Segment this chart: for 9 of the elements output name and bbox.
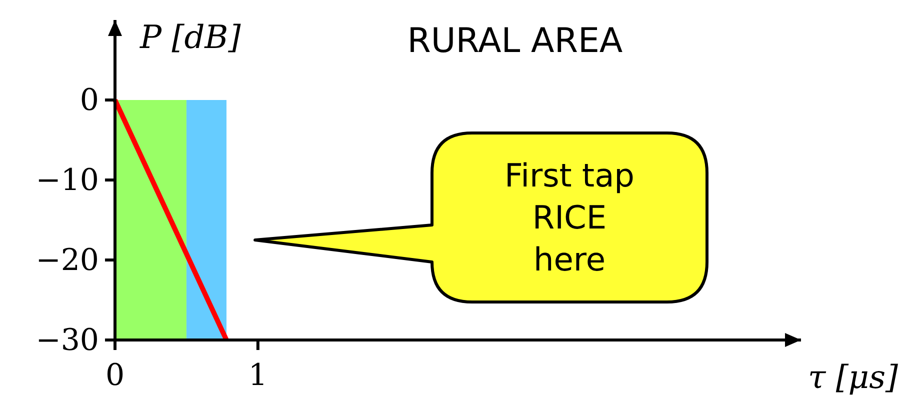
- y-tick-label: 0: [80, 83, 99, 118]
- y-tick-label: −10: [36, 163, 99, 198]
- chart-title: RURAL AREA: [407, 21, 623, 61]
- y-tick-label: −30: [36, 323, 99, 358]
- y-tick-label: −20: [36, 243, 99, 278]
- y-axis-title: P [dB]: [139, 18, 242, 56]
- x-axis-title: τ [μs]: [808, 358, 899, 396]
- x-tick-label: 1: [248, 358, 268, 393]
- annotation: First tap RICE here: [504, 156, 634, 278]
